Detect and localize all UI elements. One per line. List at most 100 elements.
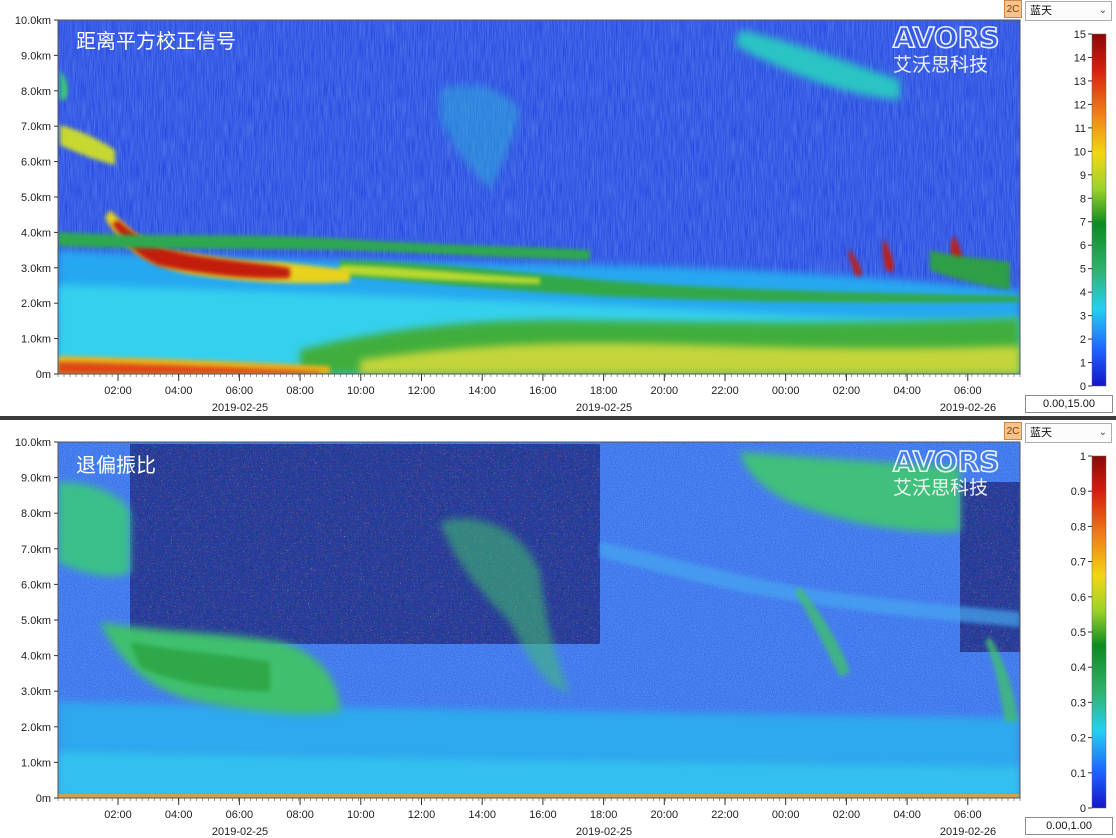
x-tick-label: 12:00 <box>408 809 436 821</box>
y-tick-label: 8.0km <box>21 508 51 520</box>
x-tick-label: 08:00 <box>286 385 314 397</box>
x-date-label: 2019-02-25 <box>576 402 632 414</box>
colorbar-tick-label: 3 <box>1080 311 1086 323</box>
x-tick-label: 12:00 <box>408 385 436 397</box>
y-tick-label: 2.0km <box>21 298 51 310</box>
heatmap-canvas <box>58 20 1020 374</box>
colorbar-tick-label: 0.2 <box>1071 733 1086 745</box>
colorbar-tick-label: 12 <box>1074 99 1086 111</box>
y-tick-label: 7.0km <box>21 544 51 556</box>
colorbar-tick-label: 0.6 <box>1071 592 1086 604</box>
colorbar-tick-label: 10 <box>1074 146 1086 158</box>
y-tick-label: 6.0km <box>21 579 51 591</box>
logo-brand: AVORS <box>893 445 999 478</box>
x-tick-label: 02:00 <box>104 809 132 821</box>
logo-name: 艾沃思科技 <box>893 477 988 499</box>
x-tick-label: 02:00 <box>833 385 861 397</box>
y-tick-label: 0m <box>36 369 51 381</box>
colorbar-tick-label: 1 <box>1080 358 1086 370</box>
chevron-down-icon: ⌄ <box>1098 427 1107 438</box>
x-tick-label: 00:00 <box>772 385 800 397</box>
colorbar-tick-label: 6 <box>1080 240 1086 252</box>
x-axis: 02:00 04:00 06:00 08:00 10:00 12:00 14:00 16:00… <box>57 798 1021 838</box>
x-tick-label: 20:00 <box>651 809 679 821</box>
panel-title: 距离平方校正信号 <box>76 29 236 53</box>
panel-separator <box>0 416 1116 420</box>
x-tick-label: 08:00 <box>286 809 314 821</box>
colorbar-tick-label: 7 <box>1080 217 1086 229</box>
heatmap-plot-depolarization-ratio: 退偏振比 AVORS 艾沃思科技 0m 1.0km 2.0km 3.0km 4.0km 5… <box>15 437 1021 838</box>
x-tick-label: 18:00 <box>590 809 618 821</box>
colorbar-tick-label: 0.4 <box>1071 662 1086 674</box>
y-tick-label: 5.0km <box>21 192 51 204</box>
colorbar-tick-label: 0.3 <box>1071 697 1086 709</box>
colormap-select[interactable]: 蓝天 ⌄ <box>1025 1 1112 21</box>
y-axis: 0m 1.0km 2.0km 3.0km 4.0km 5.0km 6.0km 7.0km 8.0… <box>15 15 58 381</box>
panel-depolarization-ratio: 退偏振比 AVORS 艾沃思科技 0m 1.0km 2.0km 3.0km 4.0km 5… <box>0 422 1116 838</box>
x-date-label: 2019-02-26 <box>940 402 996 414</box>
x-tick-label: 10:00 <box>347 809 375 821</box>
colorbar-tick-label: 1 <box>1080 451 1086 463</box>
logo-name: 艾沃思科技 <box>893 54 988 76</box>
x-tick-label: 04:00 <box>165 385 193 397</box>
x-tick-label: 22:00 <box>711 385 739 397</box>
x-date-label: 2019-02-26 <box>940 826 996 838</box>
colorbar-tick-label: 5 <box>1080 264 1086 276</box>
y-tick-label: 9.0km <box>21 50 51 62</box>
x-tick-label: 04:00 <box>165 809 193 821</box>
x-tick-label: 06:00 <box>226 385 254 397</box>
colorbar-tick-label: 13 <box>1074 76 1086 88</box>
y-tick-label: 1.0km <box>21 334 51 346</box>
y-tick-label: 1.0km <box>21 757 51 769</box>
heatmap-plot-range-corrected-signal: 距离平方校正信号 AVORS 艾沃思科技 0m 1.0km 2.0km 3.0km 4.… <box>15 15 1021 414</box>
colorbar-tick-label: 0.9 <box>1071 486 1086 498</box>
x-tick-label: 00:00 <box>772 809 800 821</box>
x-tick-label: 02:00 <box>104 385 132 397</box>
colorbar-tick-label: 4 <box>1080 287 1086 299</box>
y-tick-label: 2.0km <box>21 722 51 734</box>
colormap-select-value: 蓝天 <box>1030 427 1052 439</box>
logo-brand: AVORS <box>893 21 999 54</box>
x-date-label: 2019-02-25 <box>212 826 268 838</box>
colorbar-tick-label: 0.7 <box>1071 557 1086 569</box>
y-tick-label: 3.0km <box>21 263 51 275</box>
x-tick-label: 16:00 <box>529 385 557 397</box>
colormap-select-value: 蓝天 <box>1030 5 1052 17</box>
heatmap-canvas <box>58 442 1020 798</box>
x-tick-label: 14:00 <box>468 809 496 821</box>
colorbar-tick-label: 0.8 <box>1071 521 1086 533</box>
x-tick-label: 16:00 <box>529 809 557 821</box>
x-date-label: 2019-02-25 <box>576 826 632 838</box>
x-tick-label: 14:00 <box>468 385 496 397</box>
x-tick-label: 20:00 <box>651 385 679 397</box>
x-tick-label: 18:00 <box>590 385 618 397</box>
x-tick-label: 06:00 <box>226 809 254 821</box>
x-tick-label: 06:00 <box>954 809 982 821</box>
x-tick-label: 02:00 <box>833 809 861 821</box>
y-tick-label: 4.0km <box>21 651 51 663</box>
y-tick-label: 9.0km <box>21 473 51 485</box>
range-input[interactable]: 0.00,15.00 <box>1025 395 1113 413</box>
colorbar-tick-label: 0.5 <box>1071 627 1086 639</box>
colormap-select[interactable]: 蓝天 ⌄ <box>1025 423 1112 443</box>
y-tick-label: 8.0km <box>21 86 51 98</box>
y-tick-label: 4.0km <box>21 227 51 239</box>
x-axis: 02:00 04:00 06:00 08:00 10:00 12:00 14:00 16:00… <box>57 374 1021 414</box>
range-input[interactable]: 0.00,1.00 <box>1025 817 1113 835</box>
x-tick-label: 10:00 <box>347 385 375 397</box>
colorbar: 1 0.9 0.8 0.7 0.6 0.5 0.4 0.3 0.2 0.1 0 <box>1071 451 1107 815</box>
colorbar-tick-label: 14 <box>1074 52 1086 64</box>
colorbar-tick-label: 0 <box>1080 381 1086 393</box>
x-tick-label: 04:00 <box>893 809 921 821</box>
x-date-label: 2019-02-25 <box>212 402 268 414</box>
x-tick-label: 06:00 <box>954 385 982 397</box>
panel-title: 退偏振比 <box>76 453 156 477</box>
panel-option-button[interactable]: 2C <box>1004 0 1022 18</box>
colorbar-tick-label: 0 <box>1080 803 1086 815</box>
y-tick-label: 10.0km <box>15 437 51 449</box>
colorbar-tick-label: 8 <box>1080 193 1086 205</box>
y-tick-label: 5.0km <box>21 615 51 627</box>
panel-option-button[interactable]: 2C <box>1004 422 1022 440</box>
